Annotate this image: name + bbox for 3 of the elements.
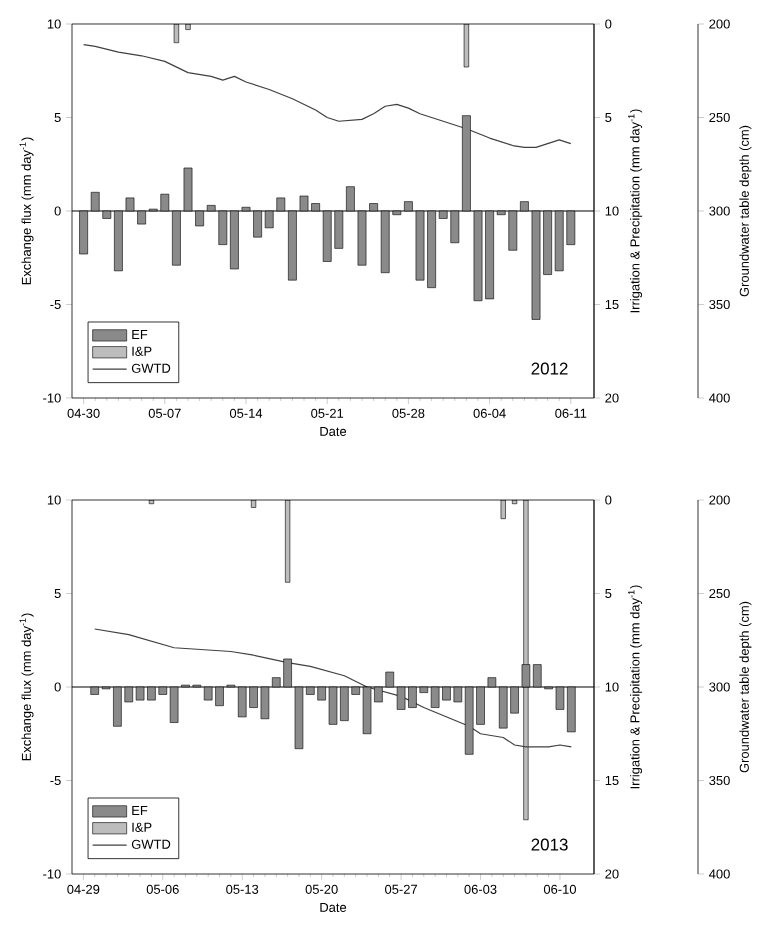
annotation: 2013 <box>531 838 568 851</box>
line-series <box>83 43 572 149</box>
annotation: 2012 <box>531 362 568 375</box>
